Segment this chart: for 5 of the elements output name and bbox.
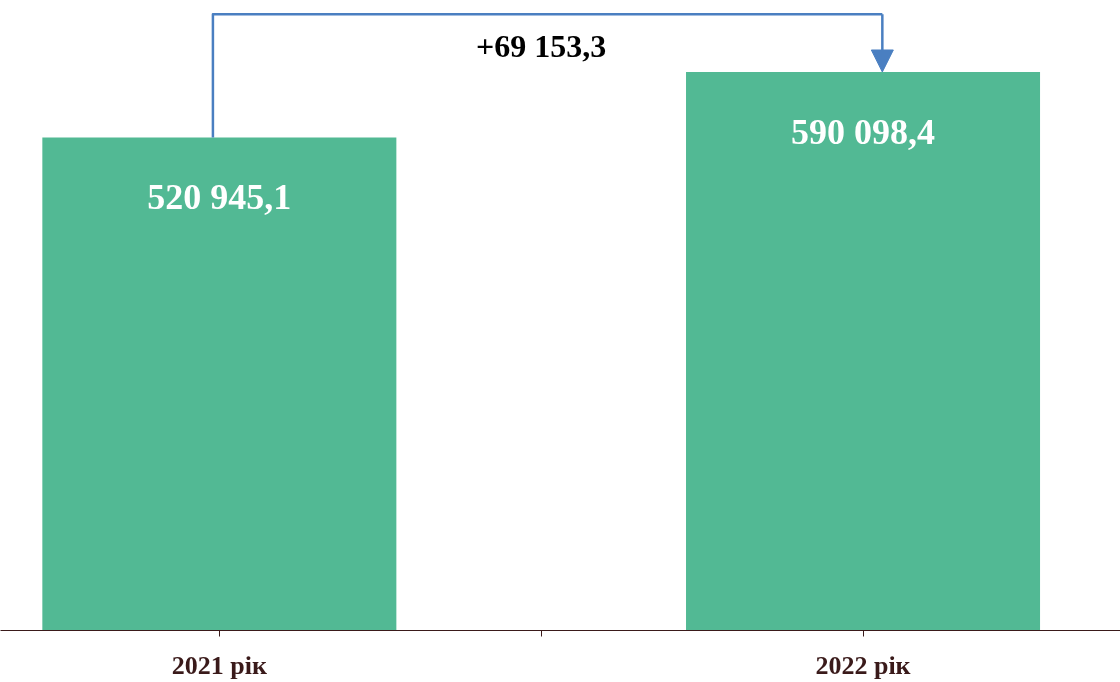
text: +69 153,3 — [476, 27, 607, 64]
x-tick-label: 2022 рік — [815, 650, 911, 680]
data-label: 520 945,1 — [147, 177, 292, 218]
x-tick-label: 2021 рік — [171, 650, 267, 680]
data-label: 590 098,4 — [791, 111, 936, 152]
